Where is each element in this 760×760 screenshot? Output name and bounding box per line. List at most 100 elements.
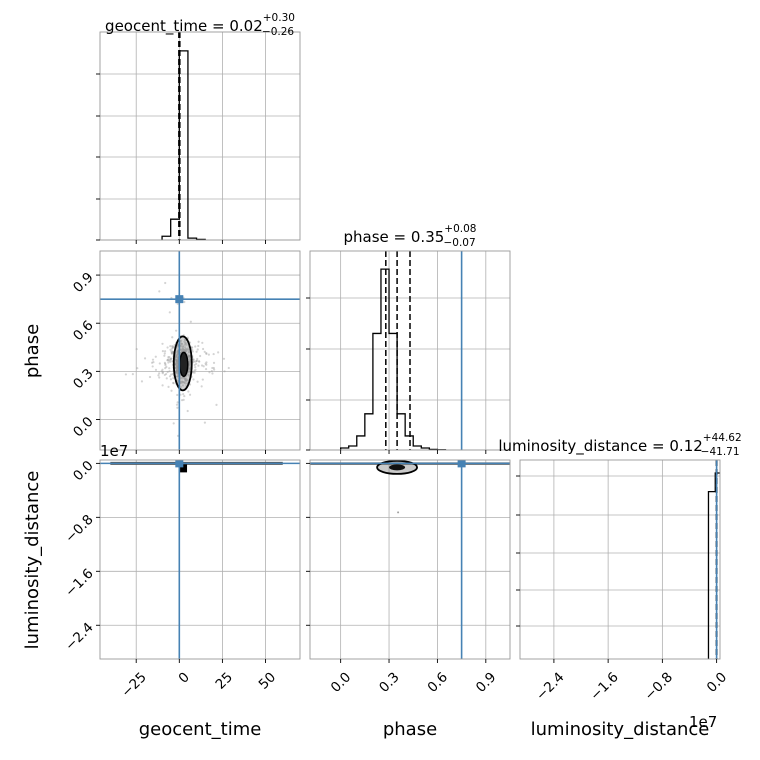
y-tick-label: 0.0 <box>70 458 97 485</box>
sample-point <box>188 354 191 357</box>
sample-point <box>174 370 177 374</box>
sample-point <box>179 382 182 385</box>
sample-point <box>157 374 160 377</box>
sample-point <box>150 361 154 364</box>
sample-point <box>189 361 192 364</box>
truth-marker <box>175 460 184 468</box>
x-tick-label: 0.0 <box>704 669 731 696</box>
sample-point <box>191 350 194 353</box>
sample-point <box>176 370 179 373</box>
sample-point <box>205 352 208 356</box>
sample-point <box>196 357 199 361</box>
sample-point <box>217 351 220 354</box>
sample-point <box>176 357 179 360</box>
sample-point <box>184 350 187 353</box>
sample-point <box>161 372 164 375</box>
histogram-step <box>161 50 206 240</box>
sample-point <box>148 375 152 379</box>
sample-point <box>154 368 158 371</box>
sample-point <box>171 350 174 354</box>
sample-point <box>201 378 204 381</box>
sample-point <box>175 371 178 374</box>
sample-point <box>176 360 179 363</box>
panel-phase-vs-geocent-time: 0.0 0.3 0.6 0.9 <box>70 250 301 454</box>
sample-point <box>181 377 184 380</box>
sample-point <box>203 350 206 353</box>
sample-point <box>170 352 174 355</box>
sample-point <box>136 367 139 370</box>
sample-point <box>205 363 208 366</box>
sample-point <box>161 368 164 371</box>
sample-point <box>168 370 171 373</box>
sample-point <box>161 342 164 345</box>
sample-point <box>143 357 147 360</box>
sample-point <box>189 361 192 364</box>
sample-point <box>174 355 177 358</box>
sample-point <box>182 398 185 401</box>
sample-point <box>167 361 170 364</box>
sample-point <box>204 362 207 365</box>
sample-point <box>140 380 144 383</box>
sample-point <box>186 378 189 381</box>
sample-point <box>188 370 191 373</box>
sample-point <box>170 389 173 392</box>
contour-inner <box>179 351 189 378</box>
sample-point <box>175 363 178 366</box>
sample-point <box>175 369 179 372</box>
sample-point <box>176 362 179 365</box>
sample-point <box>184 378 187 382</box>
panel-distance-vs-geocent-time: −25 0 25 50 −2.4 −1.6 −0.8 0.0 <box>62 458 301 701</box>
sample-point <box>188 368 191 371</box>
sample-point <box>183 394 186 398</box>
sample-point <box>187 350 190 354</box>
x-tick-label: 25 <box>213 669 236 692</box>
sample-point <box>176 365 179 368</box>
sample-point <box>205 361 208 364</box>
sample-point <box>176 369 179 372</box>
sample-point <box>210 369 213 373</box>
offset-text-distance-y: 1e7 <box>100 442 128 460</box>
contour-core <box>180 464 188 473</box>
sample-point <box>176 358 179 361</box>
sample-point <box>188 367 192 370</box>
sample-point <box>158 362 161 365</box>
sample-point <box>176 393 179 397</box>
sample-point <box>163 373 166 377</box>
sample-point <box>171 346 175 349</box>
sample-point <box>188 362 191 365</box>
sample-point <box>185 349 188 352</box>
sample-point <box>167 385 170 389</box>
sample-point <box>135 347 138 351</box>
sample-point <box>179 345 182 348</box>
sample-point <box>208 371 211 374</box>
y-tick-label: 0.0 <box>70 414 97 441</box>
sample-point <box>167 355 170 359</box>
truth-marker <box>175 295 184 304</box>
sample-point <box>170 351 173 355</box>
sample-point <box>174 356 178 359</box>
x-tick-label: 0 <box>176 669 193 686</box>
sample-point <box>183 377 186 381</box>
sample-point <box>175 359 178 362</box>
sample-point <box>184 377 188 380</box>
y-tick-label: −0.8 <box>62 512 96 546</box>
sample-point <box>169 357 172 361</box>
panel-frame <box>99 250 301 451</box>
sample-point <box>187 357 191 360</box>
sample-point <box>202 365 205 368</box>
sample-point <box>175 369 179 372</box>
sample-point <box>212 366 215 370</box>
sample-point <box>176 371 179 375</box>
sample-point <box>152 361 155 364</box>
sample-point <box>194 345 197 348</box>
sample-point <box>188 360 191 363</box>
sample-point <box>181 381 184 384</box>
sample-point <box>200 364 204 367</box>
sample-point <box>161 371 165 374</box>
sample-point <box>172 376 175 380</box>
ylabel-luminosity-distance: luminosity_distance <box>22 471 43 650</box>
sample-point <box>167 359 171 362</box>
sample-point <box>175 329 178 332</box>
sample-point <box>183 348 186 352</box>
sample-point <box>176 372 179 375</box>
